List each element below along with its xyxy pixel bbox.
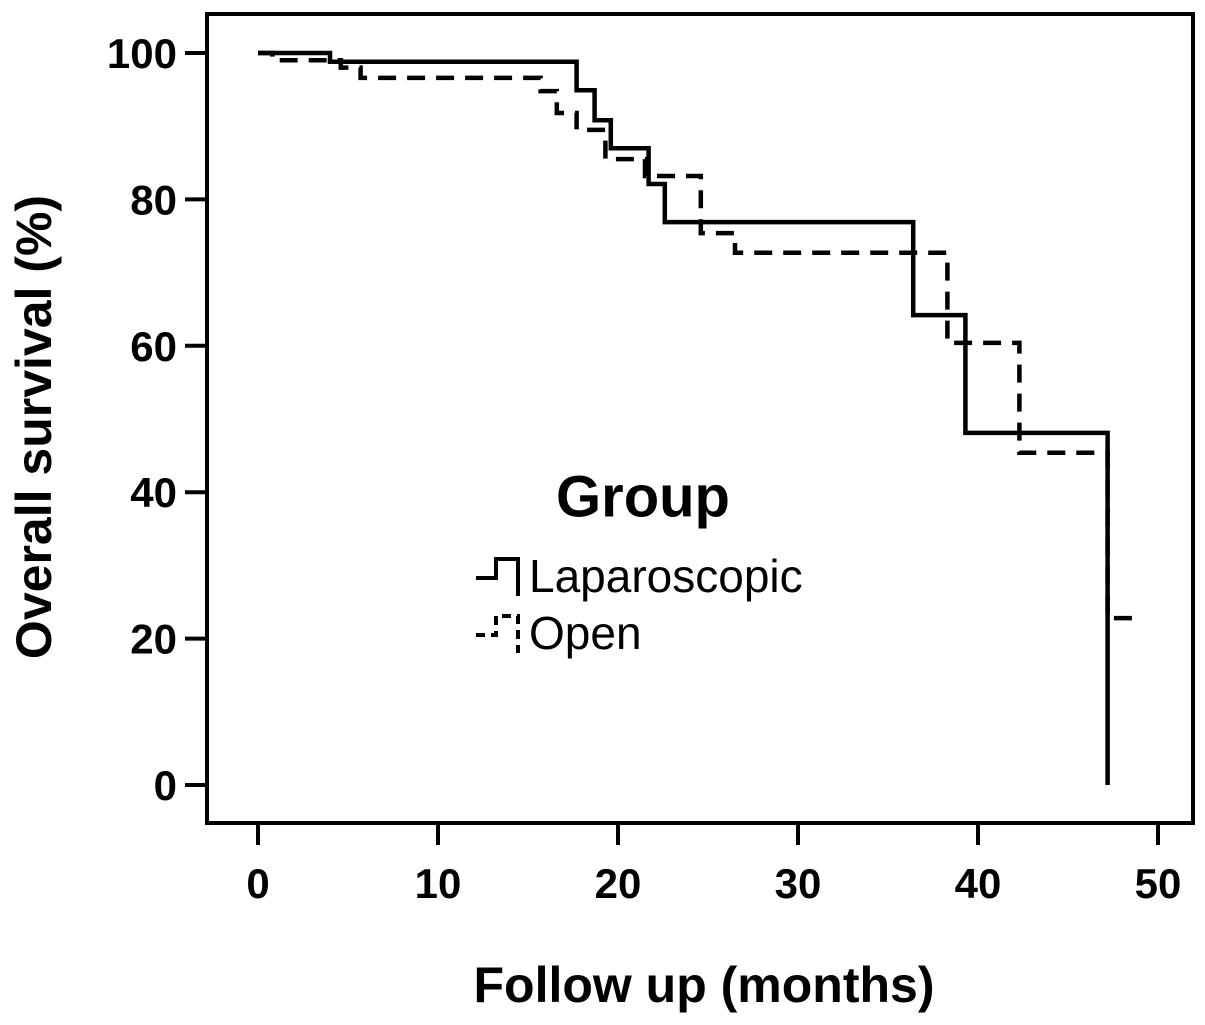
y-axis-ticks: 0 20 40 60 80 100: [107, 30, 205, 809]
x-tick-label: 40: [955, 860, 1002, 907]
x-axis-label: Follow up (months): [473, 957, 935, 1013]
y-tick-label: 80: [130, 176, 177, 223]
legend-item-laparoscopic: Laparoscopic: [474, 549, 803, 603]
y-tick-label: 20: [130, 616, 177, 663]
legend-symbol-laparoscopic-step-icon: [476, 557, 520, 596]
legend-title: Group: [556, 464, 730, 530]
x-tick-label: 50: [1135, 860, 1182, 907]
x-tick-label: 20: [595, 860, 642, 907]
x-tick-label: 30: [775, 860, 822, 907]
y-tick-label: 100: [107, 30, 177, 77]
legend-symbol-open-step-icon: [476, 614, 520, 653]
series-open-line: [258, 50, 1139, 621]
y-tick-label: 0: [154, 762, 177, 809]
legend-label-laparoscopic: Laparoscopic: [529, 550, 803, 602]
legend-label-open: Open: [529, 607, 642, 659]
x-tick-label: 10: [415, 860, 462, 907]
legend-item-open: Open: [474, 606, 642, 660]
series-laparoscopic-line: [258, 50, 1110, 785]
y-tick-label: 60: [130, 323, 177, 370]
x-axis-ticks: 0 10 20 30 40 50: [246, 825, 1181, 907]
y-tick-label: 40: [130, 469, 177, 516]
y-axis-label: Overall survival (%): [6, 194, 62, 660]
plot-border: [205, 12, 1195, 825]
x-tick-label: 0: [246, 860, 269, 907]
